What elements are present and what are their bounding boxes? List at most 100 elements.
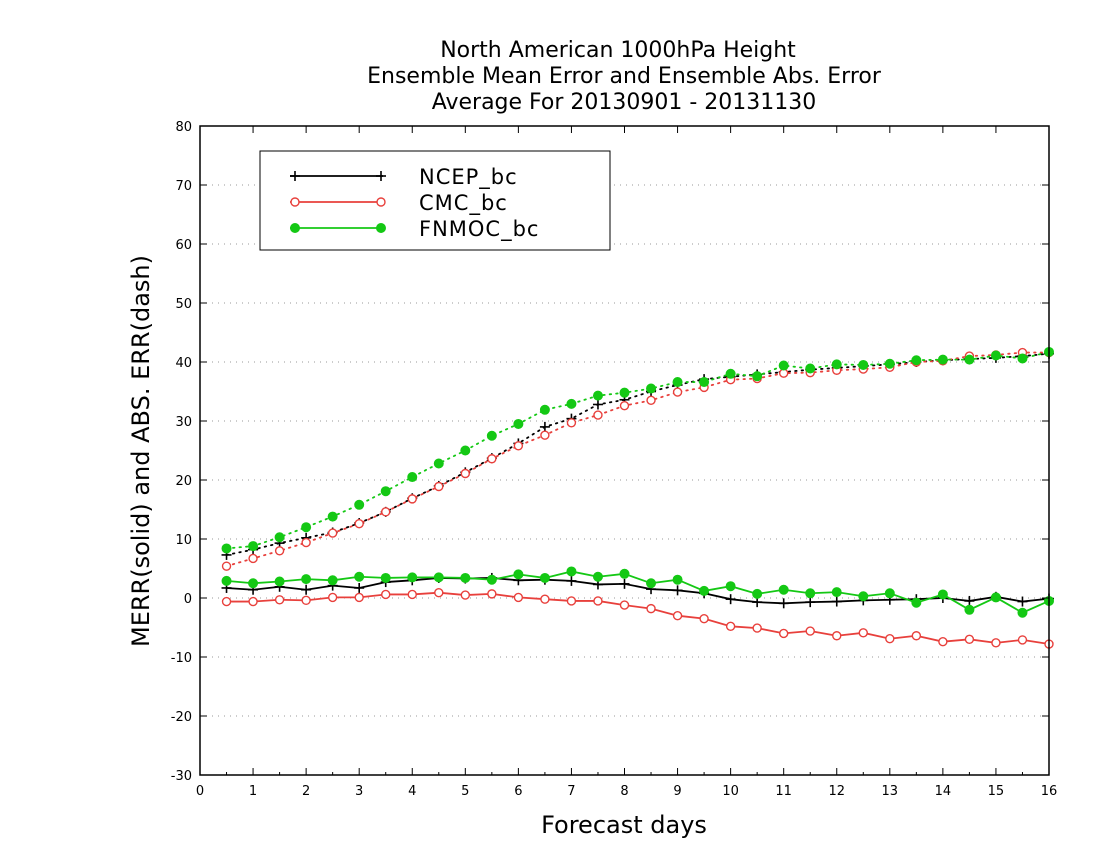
- legend-label-fnmoc-bc: FNMOC_bc: [419, 217, 539, 242]
- point-abs-fnmoc-bc: [858, 359, 869, 370]
- point-merr-fnmoc-bc: [380, 572, 391, 583]
- x-tick-label: 14: [935, 784, 952, 799]
- series-layer: [221, 346, 1054, 649]
- point-abs-fnmoc-bc: [805, 363, 816, 374]
- y-tick-label: 0: [184, 592, 192, 607]
- point-merr-fnmoc-bc: [805, 588, 816, 599]
- legend-marker-start-cmc-bc: [290, 197, 300, 207]
- point-abs-fnmoc-bc: [566, 398, 577, 409]
- y-tick-label: 50: [175, 297, 192, 312]
- x-tick-label: 6: [514, 784, 522, 799]
- x-tick-label: 11: [775, 784, 792, 799]
- point-merr-cmc-bc: [911, 631, 922, 641]
- point-abs-fnmoc-bc: [646, 383, 657, 394]
- point-abs-fnmoc-bc: [778, 360, 789, 371]
- x-tick-label: 3: [355, 784, 363, 799]
- point-merr-fnmoc-bc: [672, 574, 683, 585]
- point-merr-cmc-bc: [885, 634, 895, 644]
- point-merr-fnmoc-bc: [592, 571, 603, 582]
- point-merr-cmc-bc: [938, 636, 948, 647]
- point-merr-fnmoc-bc: [274, 576, 285, 587]
- point-abs-cmc-bc: [327, 528, 338, 538]
- point-abs-fnmoc-bc: [354, 499, 365, 510]
- point-merr-ncep-bc: [301, 584, 312, 595]
- point-merr-cmc-bc: [832, 631, 842, 641]
- point-abs-fnmoc-bc: [990, 350, 1001, 361]
- point-abs-fnmoc-bc: [274, 532, 285, 543]
- point-merr-fnmoc-bc: [221, 575, 232, 586]
- x-tick-label: 15: [988, 784, 1005, 799]
- point-merr-ncep-bc: [778, 598, 789, 609]
- point-merr-cmc-bc: [699, 613, 709, 624]
- chart-title: North American 1000hPa Height Ensemble M…: [367, 38, 882, 115]
- x-tick-label: 13: [882, 784, 899, 799]
- point-abs-fnmoc-bc: [327, 511, 338, 522]
- point-merr-cmc-bc: [858, 628, 868, 638]
- point-abs-fnmoc-bc: [911, 355, 922, 366]
- point-merr-fnmoc-bc: [911, 597, 922, 608]
- point-abs-cmc-bc: [646, 395, 656, 406]
- y-tick-label: 80: [175, 120, 192, 135]
- point-abs-fnmoc-bc: [725, 368, 736, 379]
- series-line-abs-ncep-bc: [225, 352, 1050, 556]
- point-merr-cmc-bc: [460, 590, 471, 600]
- point-merr-fnmoc-bc: [513, 569, 524, 580]
- point-merr-fnmoc-bc: [407, 572, 418, 583]
- point-abs-cmc-bc: [593, 410, 603, 420]
- point-merr-ncep-bc: [805, 597, 816, 608]
- point-merr-cmc-bc: [805, 626, 815, 636]
- x-tick-label: 1: [249, 784, 257, 799]
- point-abs-fnmoc-bc: [937, 354, 948, 365]
- point-merr-cmc-bc: [540, 594, 550, 604]
- point-merr-fnmoc-bc: [248, 578, 259, 589]
- point-abs-fnmoc-bc: [752, 371, 763, 382]
- point-abs-fnmoc-bc: [380, 486, 391, 497]
- point-merr-cmc-bc: [301, 595, 311, 606]
- point-abs-fnmoc-bc: [486, 430, 497, 441]
- point-abs-cmc-bc: [566, 418, 577, 428]
- y-tick-label: -30: [171, 769, 192, 784]
- point-merr-ncep-bc: [566, 575, 577, 586]
- point-merr-cmc-bc: [619, 600, 630, 610]
- point-abs-fnmoc-bc: [884, 358, 895, 369]
- point-abs-cmc-bc: [381, 507, 391, 517]
- point-merr-fnmoc-bc: [778, 584, 789, 595]
- point-merr-fnmoc-bc: [327, 575, 338, 586]
- point-abs-cmc-bc: [672, 387, 683, 397]
- point-merr-cmc-bc: [566, 596, 577, 606]
- series-line-abs-fnmoc-bc: [225, 351, 1050, 550]
- point-merr-fnmoc-bc: [752, 588, 763, 599]
- x-tick-label: 9: [673, 784, 681, 799]
- point-merr-fnmoc-bc: [646, 578, 657, 589]
- point-abs-fnmoc-bc: [301, 522, 312, 533]
- point-abs-cmc-bc: [513, 441, 524, 451]
- point-abs-cmc-bc: [460, 468, 471, 479]
- point-merr-fnmoc-bc: [964, 604, 975, 615]
- series-line-abs-cmc-bc: [225, 351, 1050, 568]
- point-merr-fnmoc-bc: [990, 592, 1001, 603]
- legend-label-ncep-bc: NCEP_bc: [419, 165, 518, 190]
- point-abs-fnmoc-bc: [460, 445, 471, 456]
- point-abs-fnmoc-bc: [539, 404, 550, 415]
- x-tick-label: 7: [567, 784, 575, 799]
- axis-ticks: 0 1 2 3 4 5 6 7 8 9 10 11 12 13 14 15 16-30-20-100102030…: [171, 120, 1058, 799]
- point-merr-fnmoc-bc: [725, 581, 736, 592]
- point-merr-cmc-bc: [725, 621, 736, 632]
- y-tick-label: 60: [175, 238, 192, 253]
- point-abs-cmc-bc: [487, 454, 497, 464]
- point-abs-fnmoc-bc: [248, 541, 259, 552]
- point-abs-fnmoc-bc: [619, 387, 630, 398]
- point-merr-cmc-bc: [221, 596, 232, 607]
- legend-box: [259, 150, 611, 251]
- point-abs-fnmoc-bc: [672, 377, 683, 388]
- x-tick-label: 12: [828, 784, 845, 799]
- point-merr-fnmoc-bc: [831, 587, 842, 598]
- point-merr-fnmoc-bc: [566, 566, 577, 577]
- point-merr-cmc-bc: [593, 596, 603, 606]
- point-abs-fnmoc-bc: [699, 377, 710, 388]
- point-merr-cmc-bc: [381, 589, 391, 600]
- title-line-3: Average For 20130901 - 20131130: [432, 90, 817, 115]
